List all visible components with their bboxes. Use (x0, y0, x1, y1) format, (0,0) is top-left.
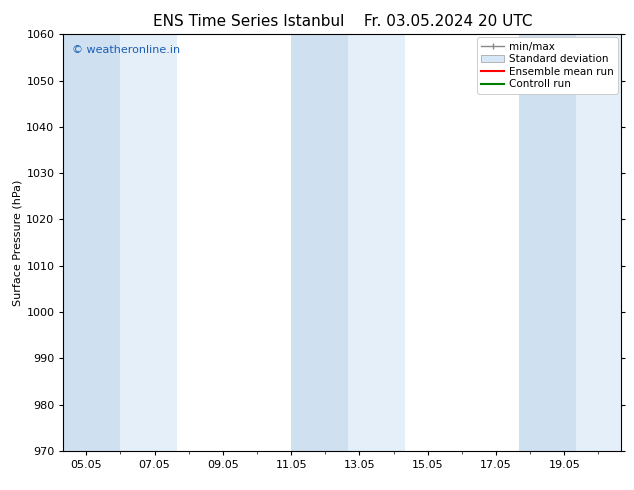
Bar (576, 34, 621, 451)
Bar (63, 34, 120, 451)
Legend: min/max, Standard deviation, Ensemble mean run, Controll run: min/max, Standard deviation, Ensemble me… (477, 37, 618, 94)
Title: ENS Time Series Istanbul    Fr. 03.05.2024 20 UTC: ENS Time Series Istanbul Fr. 03.05.2024 … (153, 14, 532, 29)
Text: © weatheronline.in: © weatheronline.in (72, 45, 180, 55)
Bar (519, 34, 576, 451)
Y-axis label: Surface Pressure (hPa): Surface Pressure (hPa) (12, 179, 22, 306)
Bar (348, 34, 405, 451)
Bar (120, 34, 178, 451)
Bar (291, 34, 348, 451)
